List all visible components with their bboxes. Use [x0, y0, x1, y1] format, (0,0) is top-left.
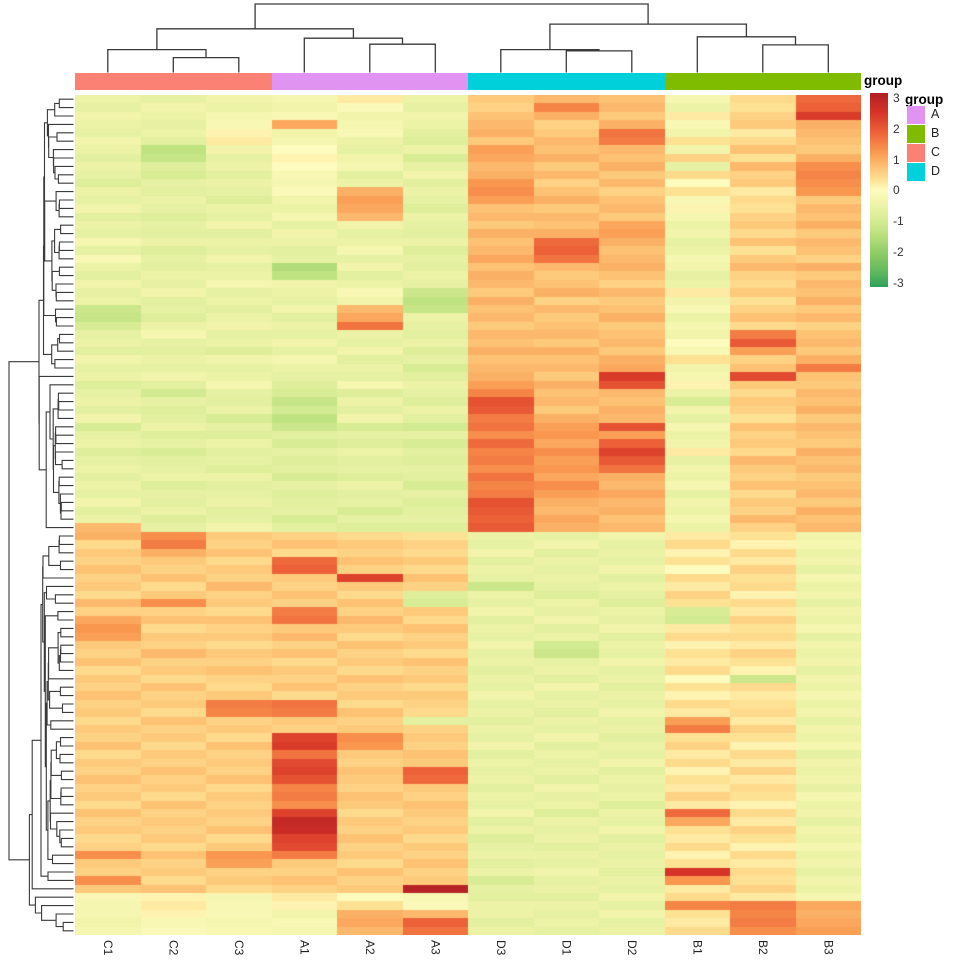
annotation-bar-label: group: [864, 73, 903, 88]
scale-tick-label: 1: [893, 152, 900, 167]
column-label-B3: B3: [796, 940, 862, 964]
column-annotation-bar: [75, 73, 861, 90]
column-label-C2: C2: [141, 940, 207, 964]
annotation-segment-D: [468, 73, 665, 90]
legend-swatch: [907, 163, 925, 181]
column-label-text: C2: [166, 940, 181, 956]
column-label-text: A2: [362, 940, 377, 955]
column-label-B2: B2: [730, 940, 796, 964]
column-dendrogram: [107, 3, 829, 73]
column-label-A2: A2: [337, 940, 403, 964]
legend-label: B: [931, 126, 940, 140]
annotation-segment-B: [664, 73, 861, 90]
scale-tick-label: 3: [893, 91, 900, 105]
column-label-D1: D1: [534, 940, 600, 964]
column-label-text: B3: [821, 940, 836, 955]
column-label-text: D1: [559, 940, 574, 956]
legend-swatch: [907, 125, 925, 143]
column-label-text: C1: [100, 940, 115, 956]
column-label-D3: D3: [468, 940, 534, 964]
heatmap-canvas: [75, 95, 861, 935]
color-scale-bar: [870, 93, 888, 287]
legend-label: C: [931, 145, 941, 159]
legend-swatch: [907, 106, 925, 124]
column-label-D2: D2: [599, 940, 665, 964]
column-label-C1: C1: [75, 940, 141, 964]
scale-tick-label: 2: [893, 121, 900, 136]
row-dendrogram-lines: [8, 98, 74, 932]
column-label-A1: A1: [272, 940, 338, 964]
column-label-B1: B1: [665, 940, 731, 964]
column-label-text: A3: [428, 940, 443, 955]
row-dendrogram: [8, 98, 74, 932]
column-dendrogram-lines: [107, 3, 829, 73]
scale-tick-label: -2: [893, 245, 904, 259]
column-label-text: B2: [755, 940, 770, 955]
group-legend-title: group: [905, 92, 944, 107]
column-label-text: B1: [690, 940, 705, 955]
legend-label: D: [931, 164, 941, 178]
annotation-segment-C: [75, 73, 272, 90]
scale-tick-label: -3: [893, 275, 904, 290]
column-label-text: D2: [624, 940, 639, 956]
annotation-segment-A: [271, 73, 468, 90]
scale-tick-label: -1: [893, 214, 904, 229]
scale-tick-label: 0: [893, 183, 900, 198]
column-label-C3: C3: [206, 940, 272, 964]
column-label-text: C3: [231, 940, 246, 956]
column-label-A3: A3: [403, 940, 469, 964]
column-label-text: A1: [297, 940, 312, 955]
column-label-text: D3: [493, 940, 508, 956]
legend-swatch: [907, 144, 925, 162]
legend-label: A: [931, 107, 940, 121]
